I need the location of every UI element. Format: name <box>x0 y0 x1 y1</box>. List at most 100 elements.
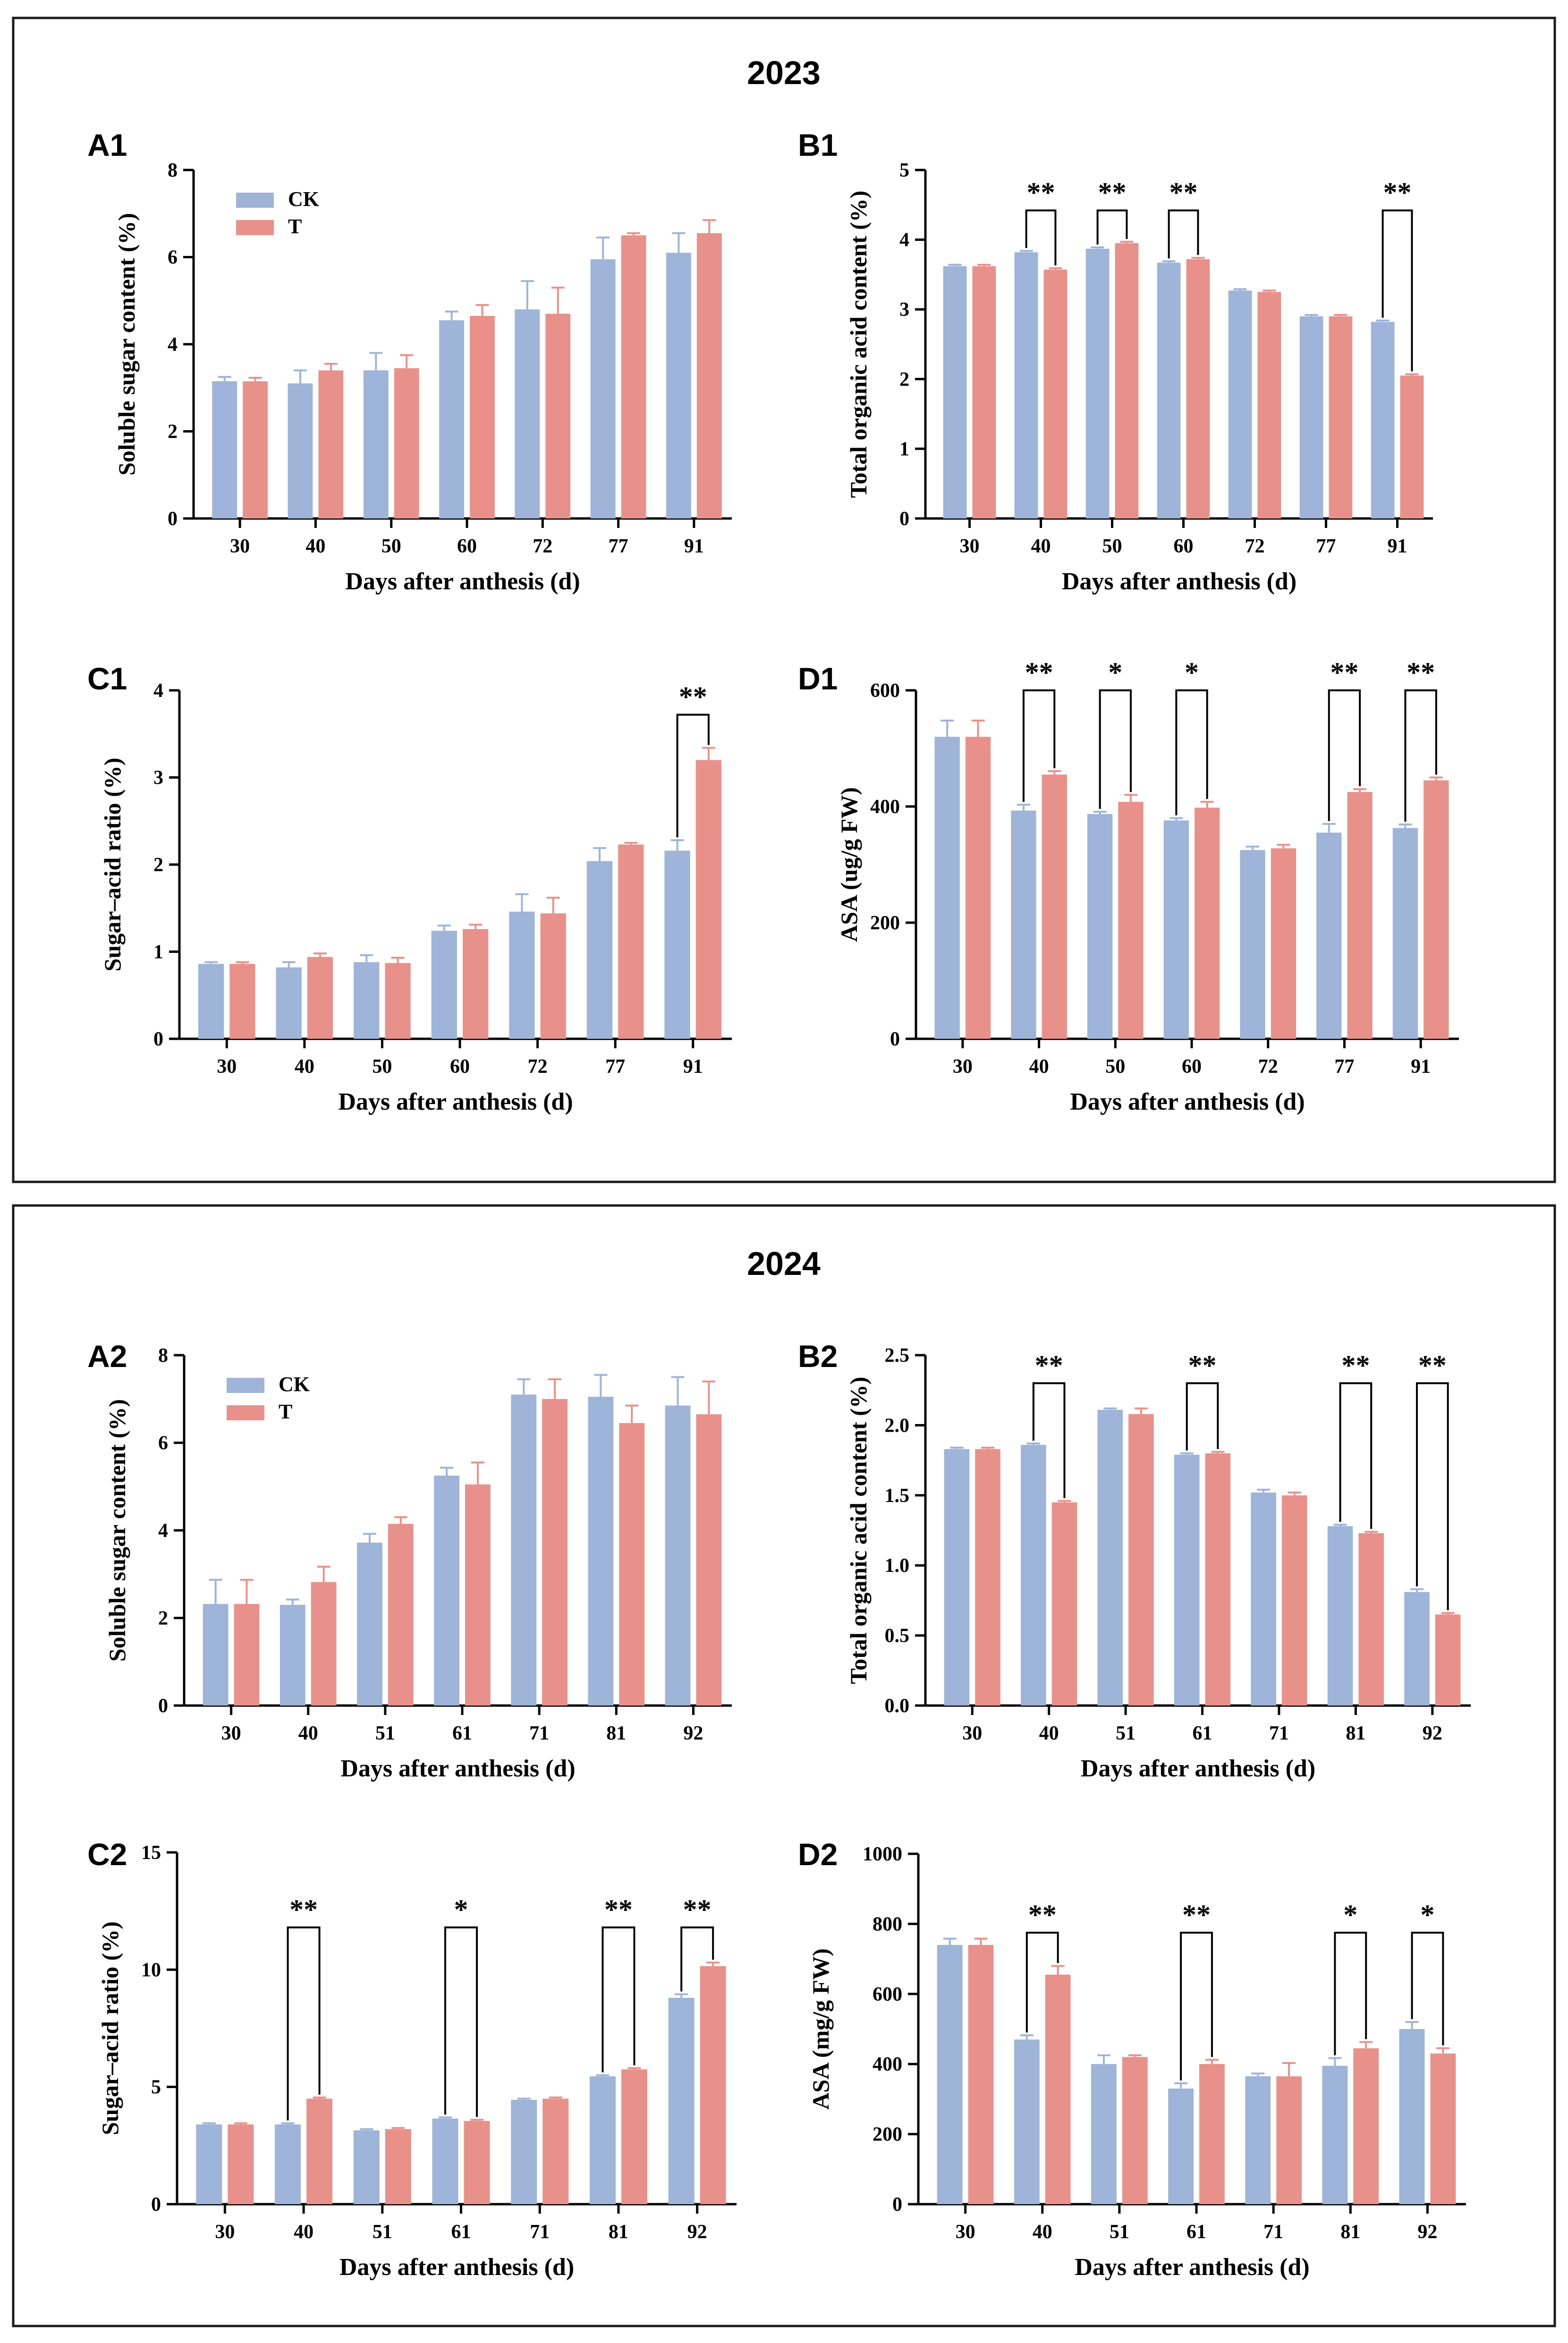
x-tick-label: 92 <box>687 2221 707 2243</box>
significance-bracket <box>1334 1931 1367 2055</box>
x-tick-label: 91 <box>684 535 704 557</box>
x-tick-label: 60 <box>1182 1056 1202 1078</box>
y-axis-label: Total organic acid content (%) <box>845 191 872 498</box>
panel-label: A2 <box>87 1339 127 1374</box>
y-tick-label: 400 <box>870 796 900 818</box>
chart-a2: A2 0 2 4 6 8 Soluble sugar content (%) Days aft… <box>87 1339 732 1782</box>
y-tick-label: 0.5 <box>885 1625 910 1647</box>
x-tick-label: 30 <box>215 2221 235 2243</box>
chart-d1: D1 0 200 400 600 ASA (ug/g FW) Days after anth… <box>798 657 1459 1115</box>
legend-swatch-ck <box>236 193 274 208</box>
bar-t-71 <box>1276 2076 1302 2204</box>
x-tick-label: 81 <box>609 2221 628 2243</box>
x-tick-label: 72 <box>533 535 552 557</box>
x-tick-label: 40 <box>1031 535 1051 557</box>
bar-t-71 <box>542 2098 569 2204</box>
x-tick-label: 30 <box>217 1056 237 1078</box>
bar-ck-61 <box>1174 1454 1200 1706</box>
bar-t-77 <box>1329 316 1353 518</box>
y-tick-label: 1.5 <box>885 1485 910 1507</box>
significance-bracket <box>1099 689 1132 809</box>
bar-ck-60 <box>439 320 464 518</box>
x-tick-label: 81 <box>1346 1723 1365 1744</box>
significance-label: ** <box>1407 657 1435 688</box>
bar-t-50 <box>385 963 411 1039</box>
x-tick-label: 51 <box>1110 2221 1129 2243</box>
bar-ck-71 <box>1245 2076 1271 2204</box>
significance-label: ** <box>1025 657 1053 688</box>
x-axis-label: Days after anthesis (d) <box>1075 2254 1309 2281</box>
significance-label: ** <box>683 1894 712 1925</box>
x-axis-label: Days after anthesis (d) <box>338 1088 573 1115</box>
bar-ck-50 <box>1085 248 1110 518</box>
significance-bracket <box>602 1926 636 2072</box>
y-tick-label: 2 <box>899 369 909 390</box>
bar-ck-91 <box>664 850 690 1039</box>
x-tick-label: 77 <box>609 535 628 557</box>
y-tick-label: 5 <box>151 2077 161 2098</box>
bar-ck-60 <box>1157 263 1181 518</box>
y-tick-label: 200 <box>870 912 900 934</box>
bar-t-72 <box>545 314 571 518</box>
x-axis-label: Days after anthesis (d) <box>345 568 580 595</box>
y-tick-label: 10 <box>141 1959 161 1981</box>
significance-bracket <box>676 713 710 838</box>
x-tick-label: 30 <box>960 535 980 557</box>
significance-bracket <box>444 1926 478 2117</box>
significance-bracket <box>1328 689 1361 821</box>
bar-ck-77 <box>586 861 613 1039</box>
panel-label: C2 <box>87 1837 127 1872</box>
y-tick-label: 2 <box>158 1608 168 1630</box>
bar-ck-92 <box>1399 2029 1425 2204</box>
bar-ck-40 <box>288 383 313 518</box>
significance-label: ** <box>1035 1350 1063 1381</box>
legend-label-ck: CK <box>279 1373 310 1396</box>
significance-bracket <box>287 1926 321 2121</box>
bar-t-61 <box>1205 1453 1231 1706</box>
bar-ck-81 <box>589 2076 616 2204</box>
bar-t-61 <box>464 2121 490 2204</box>
bar-ck-71 <box>1251 1492 1276 1706</box>
x-tick-label: 30 <box>221 1723 241 1744</box>
y-axis-label: Total organic acid content (%) <box>845 1377 872 1684</box>
significance-bracket <box>680 1926 714 1992</box>
x-tick-label: 50 <box>381 535 401 557</box>
bar-ck-77 <box>590 259 616 518</box>
y-tick-label: 0.0 <box>885 1695 910 1717</box>
x-tick-label: 61 <box>1187 2221 1206 2243</box>
significance-label: ** <box>1170 177 1198 208</box>
bar-ck-71 <box>511 1394 537 1706</box>
bar-t-51 <box>385 2129 411 2204</box>
significance-label: ** <box>1383 177 1412 208</box>
significance-label: * <box>1420 1899 1434 1930</box>
bar-ck-40 <box>1021 1444 1046 1706</box>
bar-t-30 <box>229 964 255 1039</box>
bar-t-30 <box>975 1449 1000 1706</box>
y-tick-label: 1 <box>153 942 163 963</box>
y-tick-label: 400 <box>873 2054 902 2075</box>
significance-label: ** <box>1330 657 1358 688</box>
x-tick-label: 81 <box>606 1723 626 1744</box>
bar-t-77 <box>1347 792 1373 1039</box>
bar-t-72 <box>1257 292 1281 518</box>
x-tick-label: 40 <box>1039 1723 1059 1744</box>
bar-t-30 <box>228 2124 254 2204</box>
bar-ck-72 <box>1228 290 1252 518</box>
bar-ck-40 <box>276 967 302 1039</box>
bar-t-71 <box>1281 1495 1307 1706</box>
panel-label: B2 <box>798 1339 838 1374</box>
bar-ck-30 <box>937 1944 963 2204</box>
x-axis-label: Days after anthesis (d) <box>339 2254 574 2281</box>
bar-ck-30 <box>944 1449 970 1706</box>
significance-label: ** <box>289 1894 318 1925</box>
y-tick-label: 600 <box>873 1984 902 2005</box>
bar-t-91 <box>1400 375 1424 518</box>
significance-label: ** <box>1182 1899 1211 1930</box>
bar-t-91 <box>1424 780 1449 1039</box>
x-tick-label: 71 <box>1269 1723 1289 1744</box>
x-tick-label: 30 <box>230 535 250 557</box>
significance-label: ** <box>1341 1350 1370 1381</box>
y-tick-label: 3 <box>153 767 163 789</box>
bar-t-81 <box>1358 1533 1384 1706</box>
